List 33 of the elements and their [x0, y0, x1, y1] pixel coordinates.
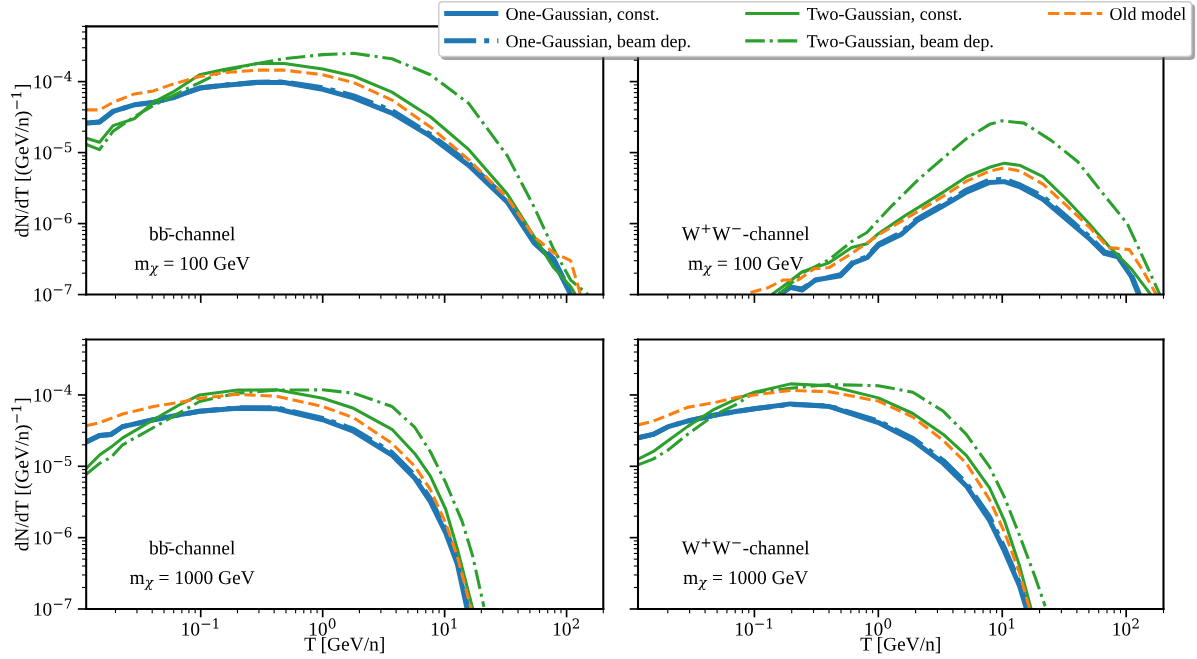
annotation: W$^{+}$W$^{−}$-channel [681, 538, 810, 555]
y-tick-label: 10$^{−6}$ [34, 527, 72, 545]
annotation: bb̄-channel [149, 540, 235, 555]
y-tick-label: 10$^{−4}$ [34, 384, 72, 402]
legend-label: Two-Gaussian, beam dep. [806, 34, 993, 52]
x-axis-title: T [GeV/n] [860, 637, 940, 654]
y-tick-label: 10$^{−5}$ [34, 455, 72, 474]
legend-label: One-Gaussian, const. [506, 7, 659, 23]
x-tick-label: 10$^{−1}$ [735, 618, 773, 636]
x-tick-label: 10$^{2}$ [1113, 618, 1139, 636]
x-tick-label: 10$^{0}$ [309, 618, 336, 636]
annotation: m$_{χ}$ = 100 GeV [134, 256, 250, 276]
annotation: m$_{χ}$ = 1000 GeV [683, 571, 809, 591]
x-axis-title: T [GeV/n] [304, 637, 384, 654]
legend-label: One-Gaussian, beam dep. [506, 34, 690, 52]
y-tick-label: 10$^{−5}$ [34, 142, 72, 160]
legend-label: Two-Gaussian, const. [806, 7, 962, 23]
x-tick-label: 10$^{1}$ [431, 618, 457, 636]
y-tick-label: 10$^{−7}$ [34, 284, 72, 302]
legend-label: Old model [1110, 7, 1186, 21]
annotation: m$_{χ}$ = 1000 GeV [129, 571, 255, 591]
annotation: bb̄-channel [149, 226, 235, 241]
annotation: W$^{+}$W$^{−}$-channel [681, 224, 810, 241]
y-axis-title: dN/dT [(GeV/n)$^{−1}$] [11, 84, 33, 237]
x-tick-label: 10$^{1}$ [989, 618, 1015, 636]
y-axis-title: dN/dT [(GeV/n)$^{−1}$] [11, 398, 33, 551]
y-tick-label: 10$^{−4}$ [34, 71, 72, 89]
y-tick-label: 10$^{−6}$ [34, 213, 72, 231]
x-tick-label: 10$^{−1}$ [182, 618, 219, 636]
x-tick-label: 10$^{2}$ [553, 618, 580, 636]
x-tick-label: 10$^{0}$ [865, 618, 892, 636]
annotation: m$_{χ}$ = 100 GeV [688, 256, 804, 276]
y-tick-label: 10$^{−7}$ [34, 598, 72, 616]
